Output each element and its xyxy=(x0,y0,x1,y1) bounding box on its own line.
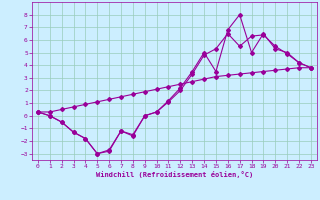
X-axis label: Windchill (Refroidissement éolien,°C): Windchill (Refroidissement éolien,°C) xyxy=(96,171,253,178)
